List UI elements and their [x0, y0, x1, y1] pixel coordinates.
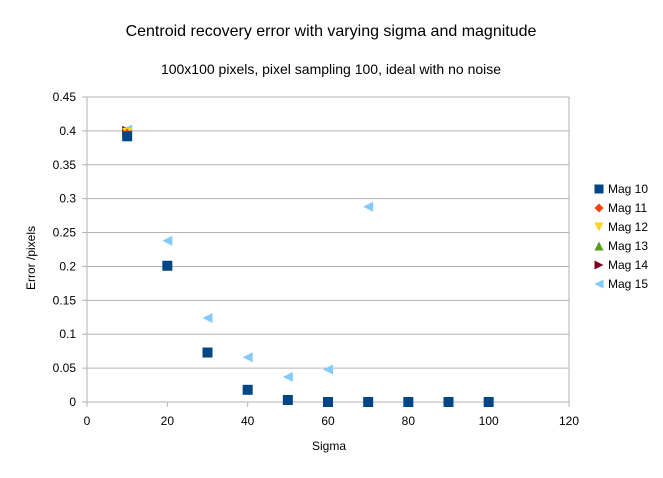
data-point-mag-10: [202, 347, 213, 358]
y-tick-label: 0.1: [59, 327, 76, 341]
data-point-mag-15: [162, 235, 173, 246]
legend-marker-mag-15: [594, 279, 604, 289]
chart-title: Centroid recovery error with varying sig…: [126, 23, 537, 40]
data-point-mag-10: [122, 131, 133, 142]
x-tick-labels: 0 20 40 60 80 100 120: [84, 414, 580, 428]
data-point-mag-15: [202, 312, 213, 323]
legend-label: Mag 10: [608, 182, 648, 196]
legend-marker-mag-14: [594, 260, 604, 270]
data-point-mag-10: [162, 260, 173, 271]
y-tick-label: 0.3: [59, 192, 76, 206]
x-tick-label: 120: [559, 414, 579, 428]
x-tick-label: 20: [161, 414, 175, 428]
legend-item-mag-15: Mag 15: [594, 277, 648, 291]
legend-label: Mag 13: [608, 239, 648, 253]
y-tick-label: 0.4: [59, 124, 76, 138]
legend-marker-mag-12: [594, 222, 604, 232]
y-tick-label: 0.45: [53, 90, 77, 104]
y-axis-label: Error /pixels: [24, 226, 38, 290]
data-point-mag-10: [363, 397, 374, 407]
chart-subtitle: 100x100 pixels, pixel sampling 100, idea…: [161, 61, 501, 77]
x-tick-label: 80: [402, 414, 416, 428]
legend-marker-mag-13: [594, 241, 604, 251]
y-tick-label: 0.15: [53, 293, 77, 307]
legend-item-mag-13: Mag 13: [594, 239, 648, 253]
y-tick-label: 0: [69, 395, 76, 409]
data-points: [122, 124, 494, 407]
data-point-mag-10: [403, 397, 414, 407]
data-point-mag-15: [242, 352, 253, 363]
x-tick-label: 40: [241, 414, 255, 428]
legend-item-mag-11: Mag 11: [594, 201, 647, 215]
y-tick-label: 0.25: [53, 226, 77, 240]
legend-marker-mag-11: [594, 203, 604, 213]
x-tick-label: 100: [479, 414, 499, 428]
legend-item-mag-10: Mag 10: [594, 182, 648, 196]
y-tick-label: 0.35: [53, 158, 77, 172]
y-tick-label: 0.2: [59, 259, 76, 273]
legend-label: Mag 15: [608, 277, 648, 291]
x-tick-label: 0: [84, 414, 91, 428]
legend-item-mag-12: Mag 12: [594, 220, 648, 234]
x-tick-label: 60: [321, 414, 335, 428]
legend-marker-mag-10: [594, 184, 604, 194]
data-point-mag-10: [323, 397, 333, 407]
data-point-mag-15: [363, 201, 374, 212]
y-tick-labels: 0 0.05 0.1 0.15 0.2 0.25 0.3 0.35 0.4 0.45: [53, 90, 77, 409]
y-tick-label: 0.05: [53, 361, 77, 375]
data-point-mag-10: [282, 394, 293, 405]
legend: Mag 10 Mag 11 Mag 12 Mag 13 Mag 14 Mag 15: [594, 182, 648, 291]
x-axis-label: Sigma: [312, 439, 346, 453]
data-point-mag-10: [242, 384, 253, 395]
legend-label: Mag 12: [608, 220, 648, 234]
data-point-mag-15: [323, 364, 333, 375]
data-point-mag-10: [443, 397, 454, 407]
data-point-mag-10: [483, 397, 494, 407]
legend-label: Mag 11: [608, 201, 647, 215]
data-point-mag-15: [282, 371, 293, 382]
legend-label: Mag 14: [608, 258, 648, 272]
legend-item-mag-14: Mag 14: [594, 258, 648, 272]
